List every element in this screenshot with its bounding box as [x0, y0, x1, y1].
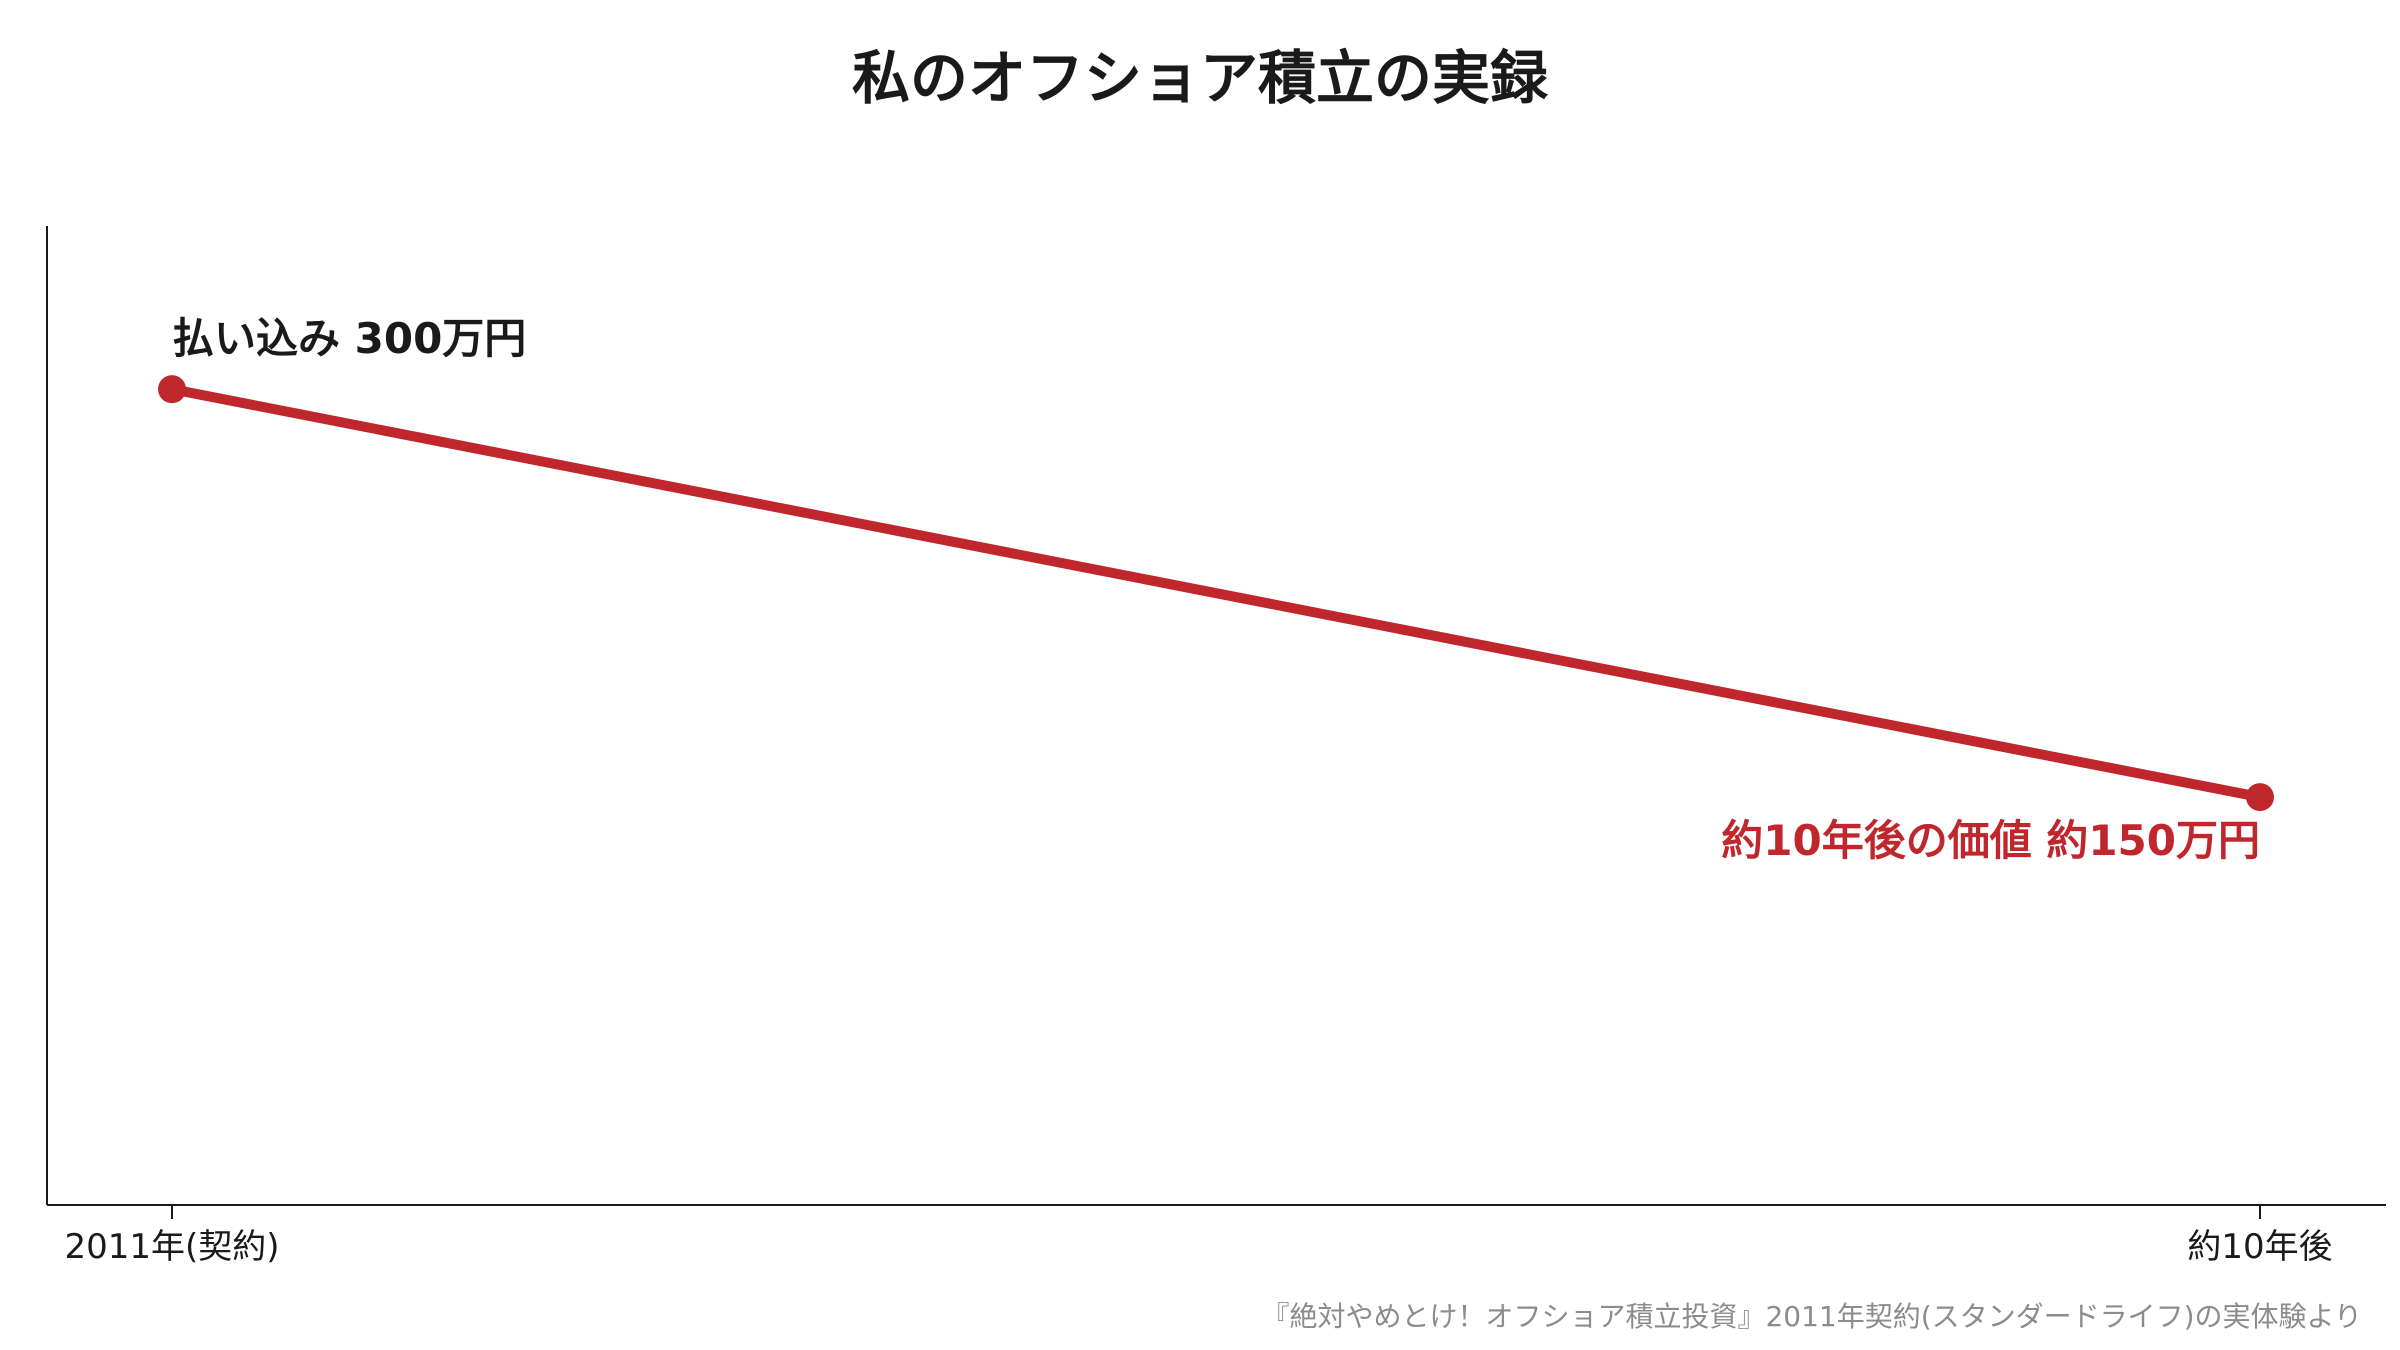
- annotation-end: 約10年後の価値 約150万円: [1721, 816, 2260, 865]
- annotation-start: 払い込み 300万円: [172, 314, 526, 363]
- data-point: [158, 375, 186, 404]
- series-line: [167, 384, 2265, 803]
- x-axis-ticks: 2011年(契約) 約10年後: [64, 1205, 2333, 1267]
- data-point: [2246, 783, 2274, 812]
- x-tick-label: 約10年後: [2187, 1227, 2332, 1267]
- source-note: 『絶対やめとけ！オフショア積立投資』2011年契約(スタンダードライフ)の実体験…: [1261, 1300, 2362, 1333]
- series-layer: [158, 375, 2274, 812]
- chart-title: 私のオフショア積立の実録: [852, 44, 1549, 112]
- x-tick-label: 2011年(契約): [64, 1227, 279, 1267]
